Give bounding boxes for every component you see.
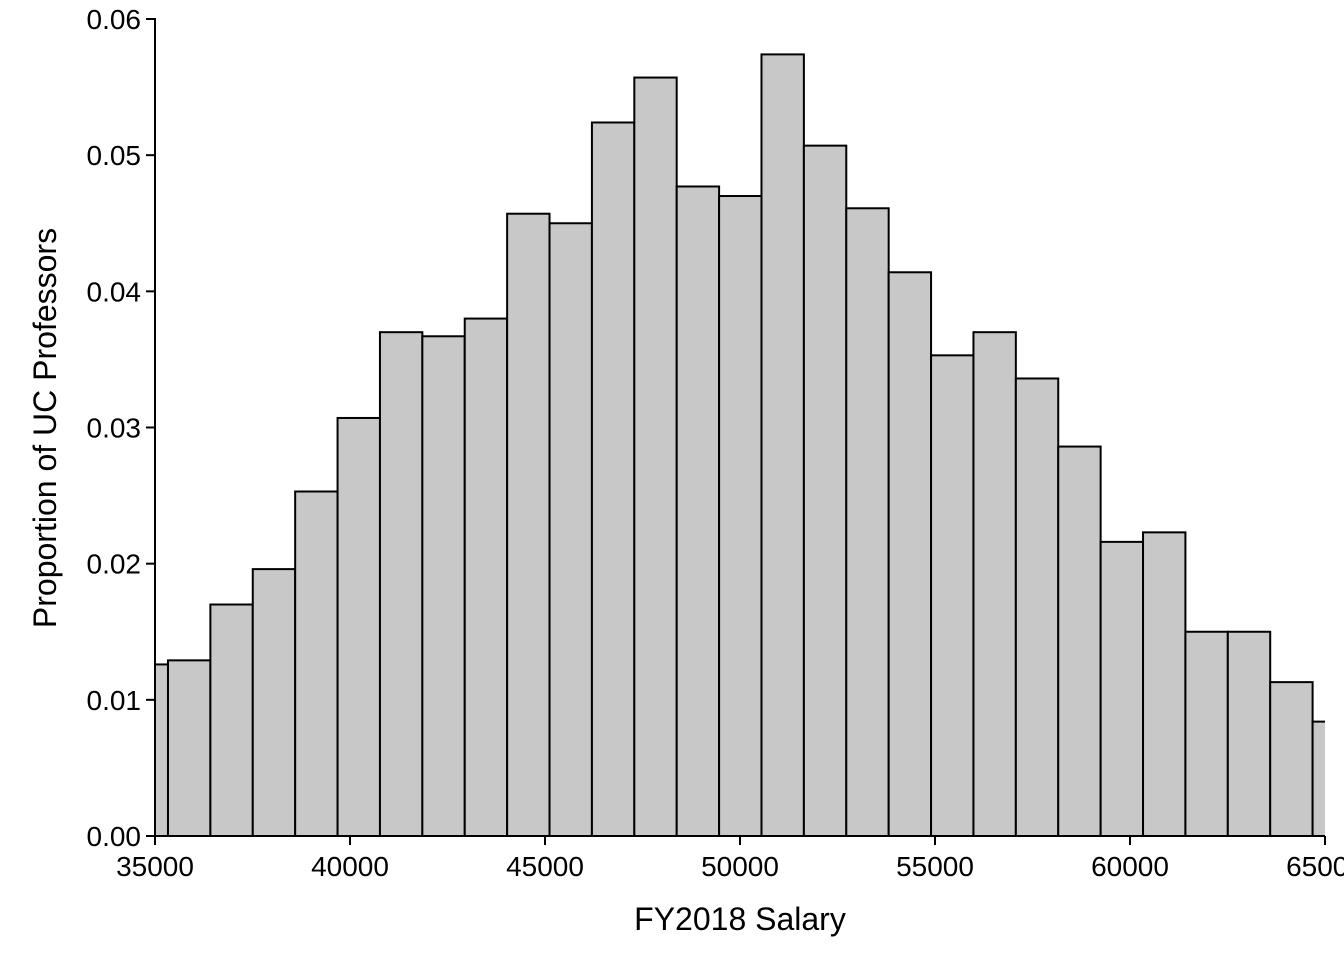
histogram-bar [506,212,551,837]
y-tick-label: 0.04 [87,276,142,307]
x-tick-label: 40000 [311,851,389,882]
x-tick-label: 50000 [701,851,779,882]
x-tick-label: 55000 [896,851,974,882]
histogram-bar [378,331,424,837]
histogram-bar [887,271,933,837]
histogram-bar [166,659,212,837]
histogram-bar [845,207,890,837]
histogram-bar [463,317,509,837]
histogram-bar [1057,445,1102,837]
histogram-bar [718,195,763,837]
histogram-bar [675,185,721,837]
y-tick-label: 0.01 [87,685,142,716]
histogram-bar [590,121,636,837]
histogram-bar [1142,531,1187,837]
y-tick-label: 0.05 [87,140,142,171]
y-tick-label: 0.02 [87,549,142,580]
histogram-bar [972,331,1017,837]
histogram-bar [548,222,593,837]
histogram-bar [294,490,339,837]
histogram-bar [930,354,975,837]
x-tick-label: 65000 [1286,851,1344,882]
histogram-bar [336,416,381,837]
histogram-bar [209,603,254,837]
histogram-bar [760,53,805,837]
histogram-bar [421,335,466,837]
x-tick-label: 35000 [116,851,194,882]
y-tick-label: 0.00 [87,821,142,852]
histogram-bar [1014,377,1060,837]
bars [155,53,1325,837]
x-axis-label: FY2018 Salary [634,901,846,937]
histogram-bar [251,568,297,837]
y-tick-label: 0.06 [87,4,142,35]
histogram-bar [802,144,848,837]
histogram-bar [633,76,678,837]
histogram-bar [1311,720,1325,837]
histogram-bar [1184,630,1229,837]
x-tick-label: 45000 [506,851,584,882]
histogram-bar [1226,630,1272,837]
y-axis-label: Proportion of UC Professors [27,228,63,628]
y-tick-label: 0.03 [87,413,142,444]
x-tick-label: 60000 [1091,851,1169,882]
histogram-bar [1099,540,1145,837]
histogram-bar [1269,681,1314,837]
